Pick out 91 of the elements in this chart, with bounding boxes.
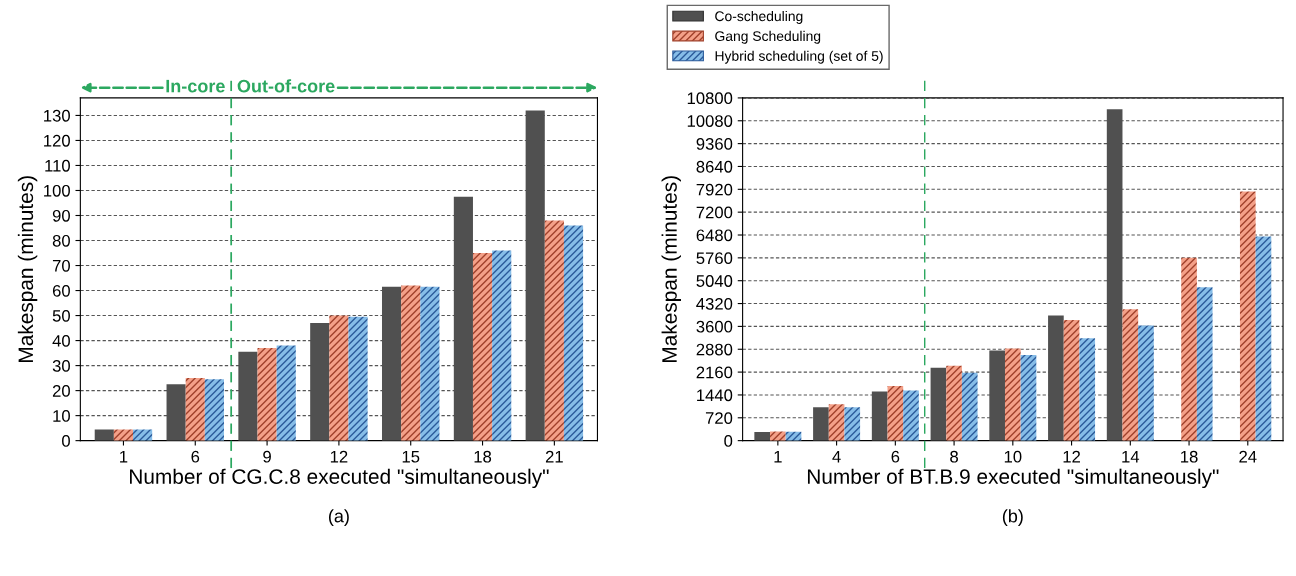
x-tick-label: 4	[832, 450, 841, 463]
bar	[401, 285, 421, 441]
x-axis-title: Number of BT.B.9 executed "simultaneously"	[807, 468, 1219, 489]
bar	[887, 386, 904, 441]
x-tick-label: 21	[545, 450, 563, 463]
y-tick-label: 7200	[696, 206, 733, 219]
y-axis-title: Makespan (minutes)	[17, 176, 38, 362]
y-tick-label: 7920	[696, 183, 733, 196]
text: In-core	[166, 79, 225, 93]
x-tick-label: 6	[191, 450, 200, 463]
bar	[544, 220, 564, 441]
y-tick-label: 30	[52, 359, 70, 372]
bar	[930, 367, 947, 441]
legend-label: Gang Scheduling	[715, 30, 821, 44]
y-tick-label: 40	[52, 334, 70, 347]
y-tick-label: 5040	[696, 275, 733, 287]
bar	[329, 315, 349, 441]
x-tick-label: 12	[330, 450, 348, 463]
bar	[754, 432, 771, 441]
y-tick-label: 10080	[687, 115, 733, 127]
bar	[185, 378, 205, 441]
bar	[1239, 191, 1256, 441]
bar	[492, 250, 512, 441]
x-tick-label: 15	[402, 450, 420, 463]
y-tick-label: 2880	[696, 343, 733, 356]
y-tick-label: 720	[705, 412, 733, 424]
bar	[1020, 354, 1037, 441]
x-tick-label: 8	[950, 450, 958, 463]
bar	[133, 429, 153, 441]
y-tick-label: 120	[44, 134, 70, 147]
bar	[276, 345, 296, 441]
bar	[903, 390, 919, 441]
y-tick-label: 130	[44, 109, 70, 122]
y-tick-label: 70	[52, 259, 70, 272]
y-tick-label: 100	[44, 184, 70, 197]
y-tick-label: 110	[45, 159, 70, 172]
x-tick-label: 6	[891, 450, 900, 463]
x-tick-label: 18	[1181, 450, 1198, 463]
legend-label: Hybrid scheduling (set of 5)	[715, 50, 883, 64]
x-axis-title: Number of CG.C.8 executed "simultaneously"	[130, 468, 549, 489]
x-tick-label: 18	[474, 450, 492, 463]
bar	[1255, 236, 1272, 441]
y-axis-title: Makespan (minutes)	[661, 176, 681, 362]
x-tick-label: 12	[1063, 450, 1080, 463]
y-tick-label: 9360	[696, 138, 733, 150]
y-tick-label: 90	[52, 209, 70, 222]
x-tick-label: 1	[774, 450, 782, 463]
bar	[1196, 287, 1213, 441]
x-tick-label: 14	[1122, 450, 1140, 463]
text: (b)	[1002, 509, 1023, 527]
y-tick-label: 80	[52, 234, 70, 247]
bar	[348, 316, 368, 441]
y-tick-label: 0	[724, 435, 733, 447]
y-tick-label: 20	[52, 385, 70, 397]
y-tick-label: 1440	[697, 389, 733, 402]
bar	[946, 365, 962, 441]
bar	[1181, 257, 1197, 441]
y-tick-label: 4320	[696, 297, 733, 310]
y-tick-label: 50	[52, 309, 70, 322]
y-tick-label: 8640	[696, 160, 733, 173]
y-tick-label: 10800	[687, 92, 733, 105]
bar	[113, 429, 134, 441]
bar	[94, 429, 114, 441]
bar	[828, 404, 845, 441]
y-tick-label: 10	[53, 410, 70, 422]
y-tick-label: 60	[52, 284, 70, 297]
text: Out-of-core	[237, 79, 335, 93]
bar	[770, 431, 786, 441]
bar	[204, 379, 224, 441]
x-tick-label: 9	[263, 450, 271, 463]
text: (a)	[328, 509, 349, 527]
x-tick-label: 1	[120, 450, 128, 463]
y-tick-label: 3600	[696, 320, 733, 333]
bar	[472, 253, 493, 441]
bar	[1079, 338, 1096, 441]
bar	[1122, 309, 1139, 441]
bar	[844, 407, 861, 441]
bar	[1138, 325, 1154, 441]
y-tick-label: 2160	[696, 366, 733, 379]
y-tick-label: 0	[62, 435, 70, 447]
bar	[420, 286, 440, 441]
y-tick-label: 6480	[696, 229, 733, 242]
bar	[1063, 320, 1080, 441]
bar	[563, 225, 584, 441]
legend-label: Co-scheduling	[715, 10, 803, 24]
x-tick-label: 24	[1239, 450, 1257, 463]
y-tick-label: 5760	[696, 252, 733, 265]
bar	[961, 372, 978, 441]
bar	[257, 348, 277, 441]
bar	[1004, 348, 1021, 441]
x-tick-label: 10	[1004, 450, 1022, 463]
